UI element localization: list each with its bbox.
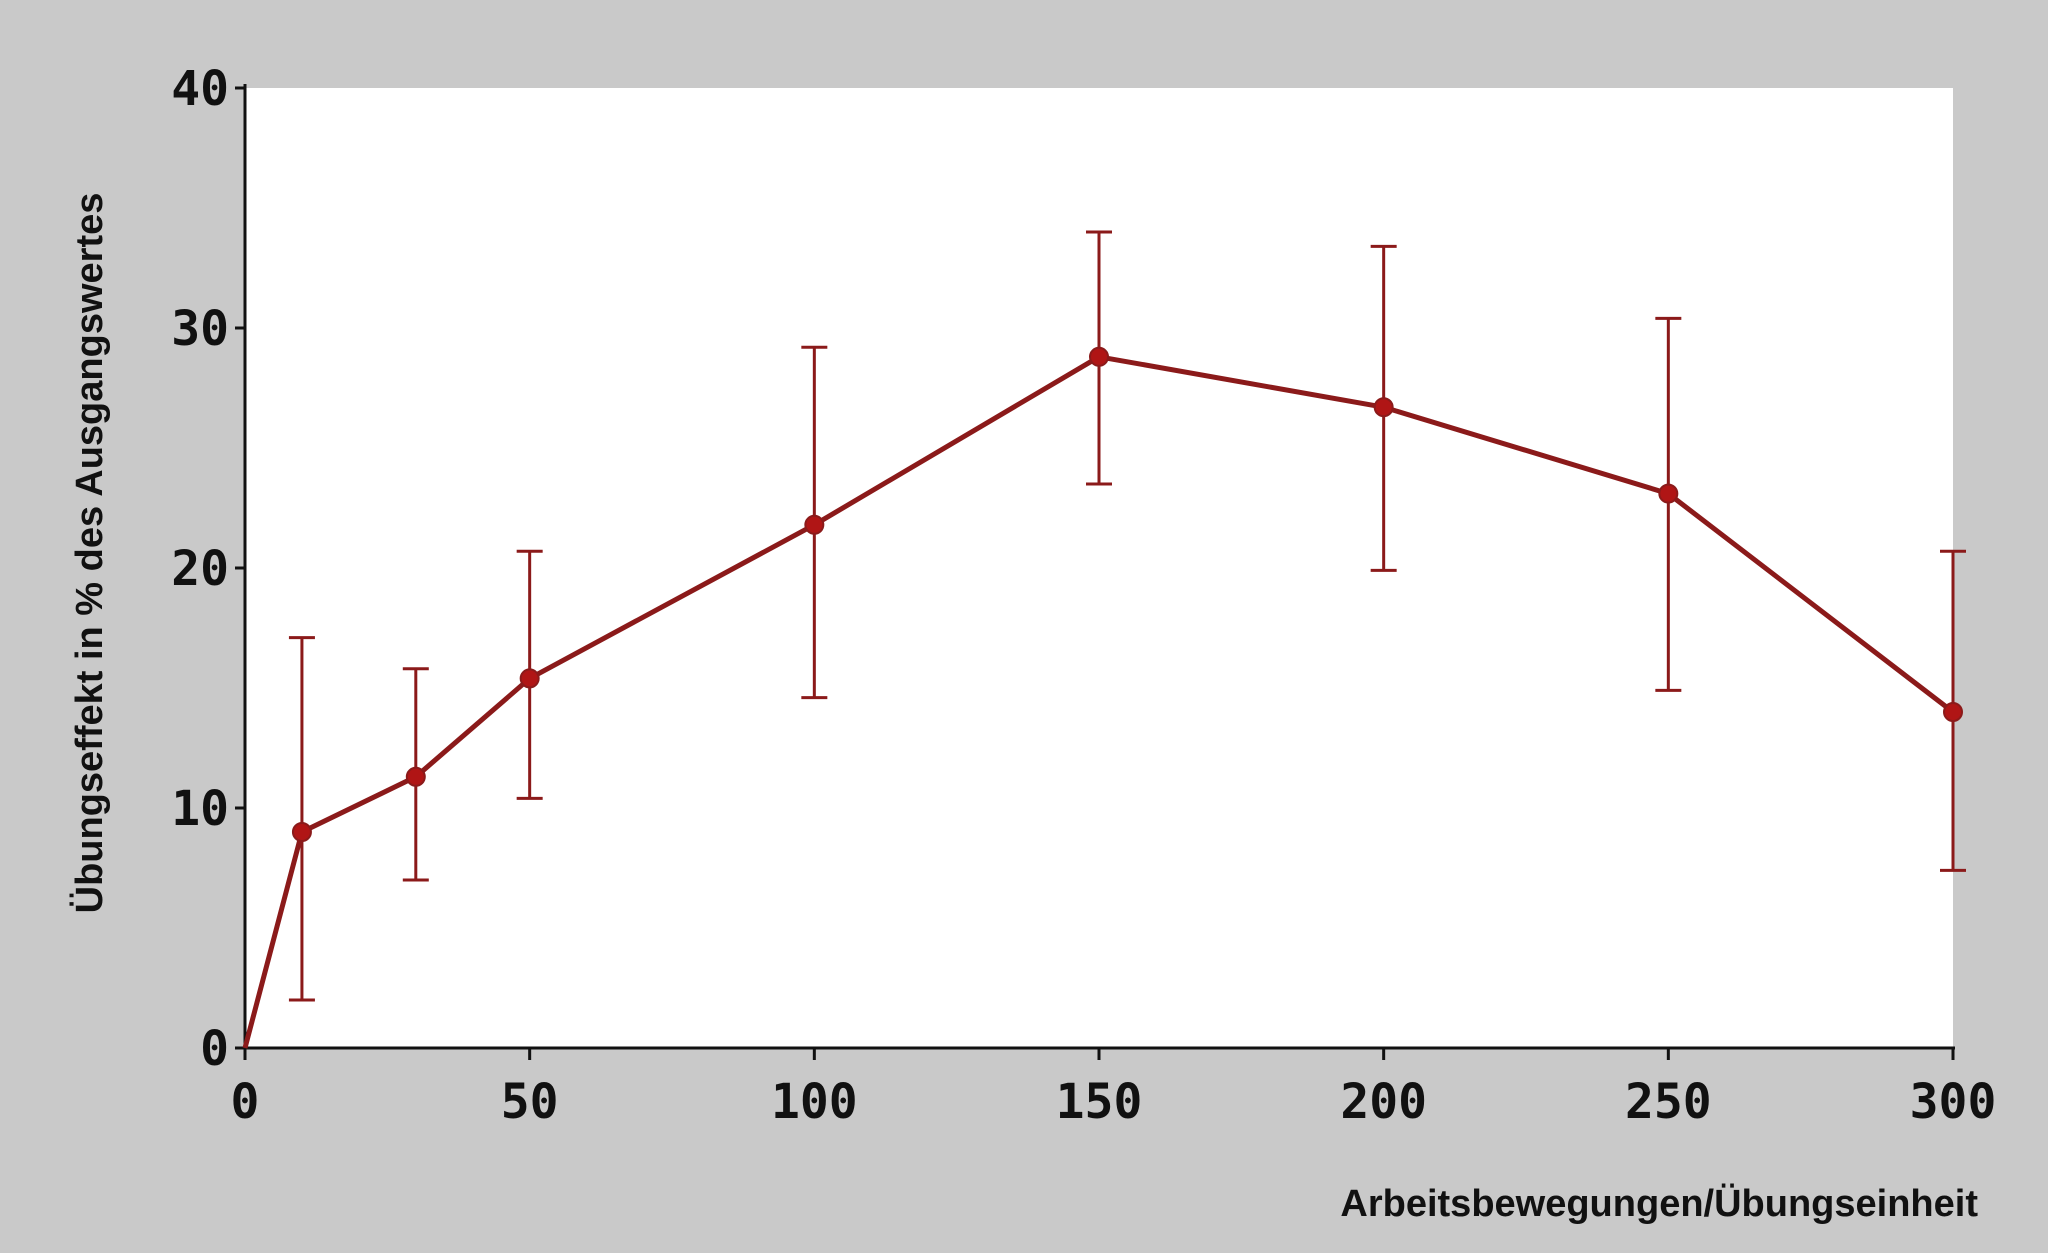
- x-tick-label: 300: [1910, 1074, 1997, 1130]
- y-tick-label: 10: [171, 781, 229, 837]
- data-point: [1373, 397, 1394, 418]
- y-tick-label: 40: [171, 61, 229, 117]
- error-bar: [1655, 316, 1682, 692]
- x-tick-label: 100: [771, 1074, 858, 1130]
- x-axis-title: Arbeitsbewegungen/Übungseinheit: [1340, 1182, 1978, 1225]
- data-point: [519, 668, 540, 689]
- x-ticks: 0 50 100 150 200 250 300: [231, 1048, 1997, 1130]
- x-tick-label: 0: [231, 1074, 260, 1130]
- y-tick-label: 0: [200, 1021, 229, 1077]
- error-bar: [288, 636, 315, 1002]
- y-axis-title: Übungseffekt in % des Ausgangswertes: [68, 193, 111, 914]
- data-point: [1658, 483, 1679, 504]
- data-point: [1943, 702, 1963, 722]
- data-point: [405, 766, 426, 787]
- x-tick-label: 200: [1340, 1074, 1427, 1130]
- data-point: [291, 822, 312, 842]
- y-ticks: 0 10 20 30 40: [171, 61, 245, 1077]
- y-tick-label: 30: [171, 301, 229, 357]
- data-point: [804, 514, 825, 535]
- markers: [291, 346, 1963, 842]
- x-tick-label: 150: [1056, 1074, 1143, 1130]
- x-tick-label: 50: [501, 1074, 559, 1130]
- y-tick-label: 20: [171, 541, 229, 597]
- data-point: [1089, 346, 1109, 367]
- x-tick-label: 250: [1625, 1074, 1712, 1130]
